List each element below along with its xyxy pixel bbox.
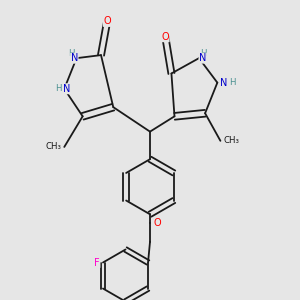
Text: O: O <box>161 32 169 42</box>
Text: O: O <box>103 16 111 26</box>
Text: N: N <box>199 53 206 63</box>
Text: H: H <box>200 49 207 58</box>
Text: F: F <box>94 257 100 268</box>
Text: CH₃: CH₃ <box>224 136 239 145</box>
Text: O: O <box>154 218 161 229</box>
Text: N: N <box>71 53 78 63</box>
Text: CH₃: CH₃ <box>45 142 61 152</box>
Text: H: H <box>230 78 236 87</box>
Text: N: N <box>220 78 228 88</box>
Text: H: H <box>55 84 61 93</box>
Text: N: N <box>63 84 70 94</box>
Text: H: H <box>68 49 75 58</box>
